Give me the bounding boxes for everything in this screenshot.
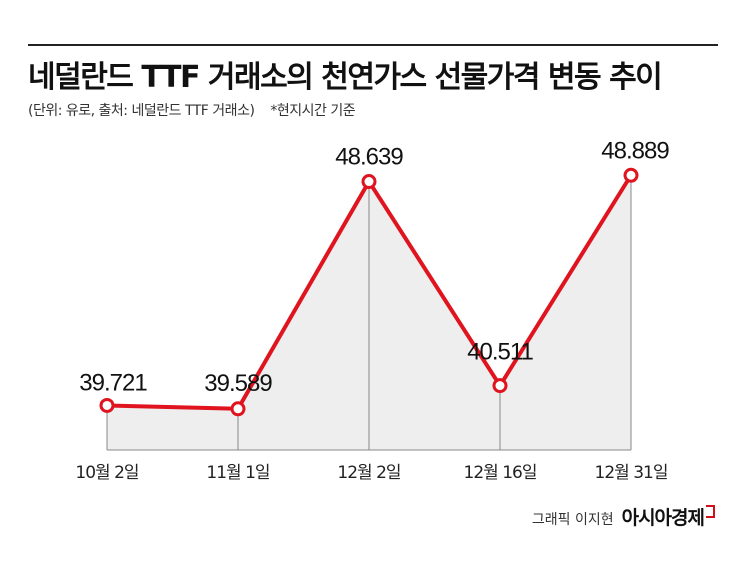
- value-label-4: 40.511: [467, 339, 533, 366]
- credit: 그래픽 이지현 아시아경제: [532, 503, 715, 530]
- data-points: [99, 167, 639, 417]
- top-rule: [28, 44, 718, 46]
- x-tick-labels: 10월 2일 11월 1일 12월 2일 12월 16일 12월 31일: [75, 463, 668, 483]
- chart-subtitle: (단위: 유로, 출처: 네덜란드 TTF 거래소) *현지시간 기준: [28, 100, 356, 120]
- data-point-5: [623, 167, 639, 183]
- x-tick-label-2: 11월 1일: [206, 463, 269, 483]
- value-label-3: 48.639: [335, 144, 403, 171]
- value-label-5: 48.889: [601, 137, 669, 164]
- unit-source-note: (단위: 유로, 출처: 네덜란드 TTF 거래소): [28, 103, 255, 119]
- data-point-4: [492, 378, 508, 394]
- data-point-1: [99, 397, 115, 413]
- chart-title: 네덜란드 TTF 거래소의 천연가스 선물가격 변동 추이: [28, 60, 663, 95]
- credit-label: 그래픽 이지현: [531, 512, 614, 528]
- x-tick-label-4: 12월 16일: [464, 463, 537, 483]
- brand-logo: 아시아경제: [621, 507, 705, 529]
- value-labels: 39.721 39.589 48.639 40.511 48.889: [79, 137, 670, 397]
- x-tick-label-3: 12월 2일: [337, 463, 400, 483]
- x-tick-label-1: 10월 2일: [75, 463, 138, 483]
- data-point-3: [361, 174, 377, 190]
- value-label-2: 39.589: [204, 370, 272, 397]
- drop-lines: [106, 175, 632, 450]
- brand-mark-icon: [706, 505, 715, 518]
- x-tick-label-5: 12월 31일: [595, 463, 668, 483]
- timezone-note: *현지시간 기준: [270, 103, 356, 119]
- value-label-1: 39.721: [79, 369, 147, 396]
- data-point-2: [230, 401, 246, 417]
